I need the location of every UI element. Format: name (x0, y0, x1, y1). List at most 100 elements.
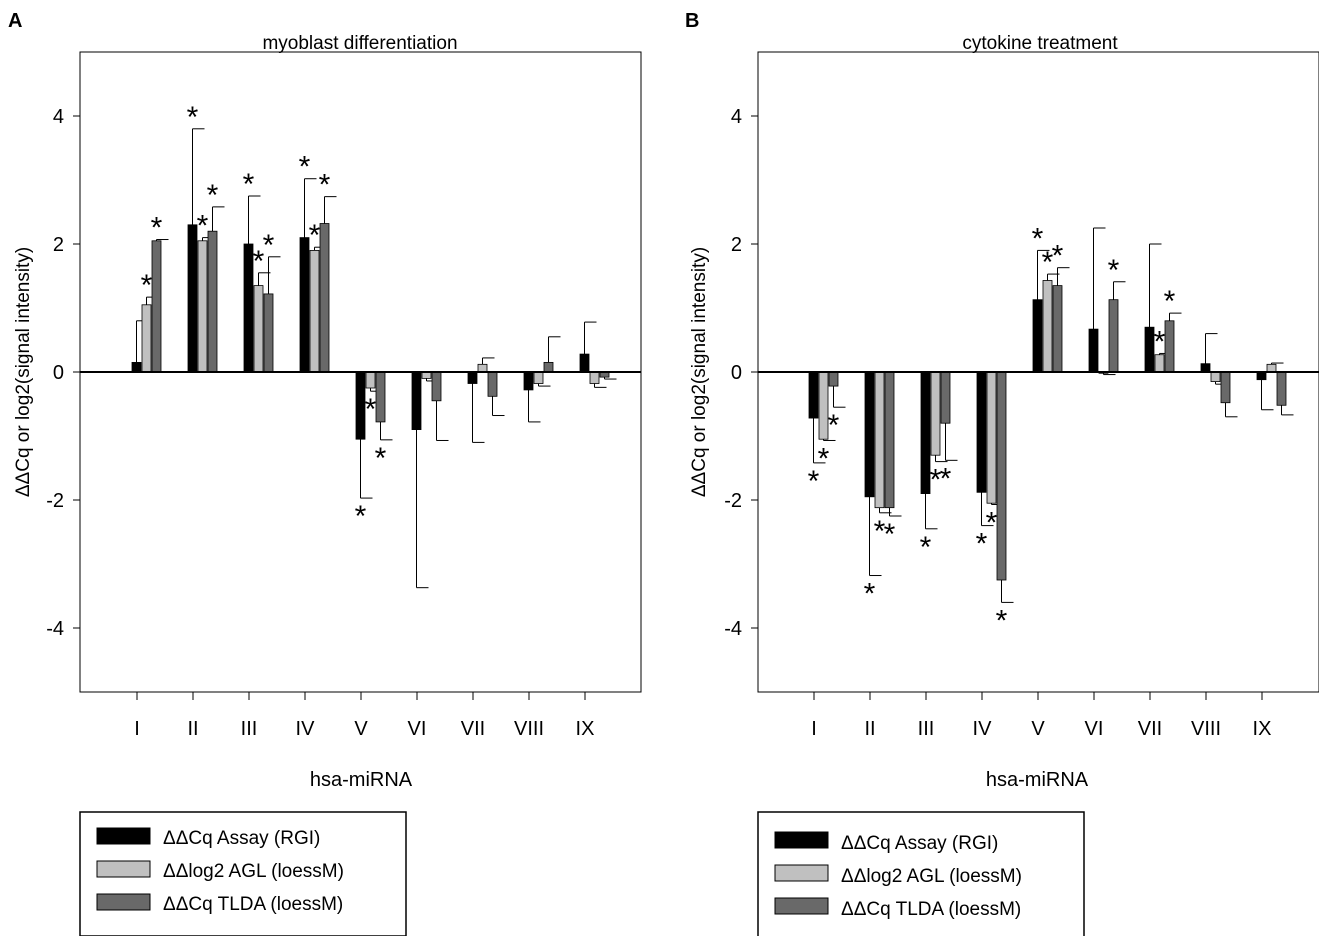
bar-assay (467, 371, 478, 384)
legend-swatch-tlda (96, 893, 151, 911)
x-tick-label: V (1031, 718, 1045, 740)
bar-tlda (940, 371, 951, 424)
x-axis: I II III IV V VI VII VIII IX (811, 692, 1271, 740)
bar-assay (1200, 363, 1211, 373)
bars: ***** ********* (131, 101, 617, 589)
x-tick-label: VIII (514, 718, 544, 740)
legend-label: ΔΔCq TLDA (loessM) (841, 899, 1021, 920)
bar-tlda (1164, 320, 1175, 373)
bar-agl (533, 371, 544, 384)
bar-assay (523, 371, 534, 391)
bar-tlda (207, 230, 218, 373)
bar-agl (589, 371, 600, 384)
significance-marker: * (976, 528, 988, 561)
y-axis-label: ΔΔCq or log2(signal intensity) (689, 247, 710, 497)
bar-tlda (1052, 285, 1063, 373)
significance-marker: * (207, 179, 219, 212)
x-tick-label: II (187, 718, 198, 740)
significance-marker: * (1052, 240, 1064, 273)
significance-marker: * (365, 393, 377, 426)
panel-a: A myoblast differentiation -4 -2 0 2 4 ΔΔCq … (8, 10, 642, 936)
y-tick-label: -4 (724, 618, 742, 640)
legend-swatch-agl (96, 860, 151, 878)
bar-agl (197, 240, 208, 373)
significance-marker: * (141, 269, 153, 302)
significance-marker: * (818, 442, 830, 475)
significance-marker: * (1154, 325, 1166, 358)
bar-tlda (1220, 371, 1231, 404)
legend: ΔΔCq Assay (RGI) ΔΔlog2 AGL (loessM) ΔΔC… (757, 811, 1085, 936)
bar-agl (1210, 371, 1221, 383)
chart-title: myoblast differentiation (262, 33, 457, 54)
x-tick-label: III (241, 718, 258, 740)
bar-assay (976, 371, 987, 493)
significance-marker: * (1032, 222, 1044, 255)
bar-agl (1042, 280, 1053, 373)
legend: ΔΔCq Assay (RGI) ΔΔlog2 AGL (loessM) ΔΔC… (79, 811, 407, 936)
significance-marker: * (940, 462, 952, 495)
bar-tlda (151, 240, 162, 373)
bar-tlda (375, 371, 386, 423)
legend-label: ΔΔlog2 AGL (loessM) (163, 861, 344, 882)
x-axis: I II III IV V VI VII VIII IX (134, 692, 594, 740)
significance-marker: * (151, 212, 163, 245)
bar-assay (411, 371, 422, 430)
significance-marker: * (263, 229, 275, 262)
x-tick-label: VI (1085, 718, 1104, 740)
bar-tlda (828, 371, 839, 387)
x-axis-label: hsa-miRNA (986, 769, 1089, 791)
bar-agl (365, 371, 376, 389)
panel-letter: B (685, 10, 699, 32)
bar-agl (874, 371, 885, 509)
bar-tlda (884, 371, 895, 509)
x-tick-label: IX (1253, 718, 1272, 740)
bar-agl (141, 304, 152, 373)
bar-agl (818, 371, 829, 440)
legend-label: ΔΔCq Assay (RGI) (163, 828, 320, 849)
y-tick-label: -2 (46, 490, 64, 512)
significance-marker: * (808, 465, 820, 498)
bar-assay (299, 237, 310, 373)
bar-agl (309, 249, 320, 373)
bars: ****** ********* *** (808, 222, 1294, 637)
legend-box (79, 811, 407, 936)
panel-b: B cytokine treatment -4 -2 0 2 4 ΔΔCq or log… (685, 10, 1319, 936)
x-tick-label: VII (461, 718, 485, 740)
bar-assay (1032, 299, 1043, 373)
bar-assay (243, 243, 254, 373)
x-tick-label: I (134, 718, 140, 740)
bar-assay (187, 224, 198, 373)
significance-marker: * (986, 506, 998, 539)
x-tick-label: IV (973, 718, 993, 740)
x-tick-label: VIII (1191, 718, 1221, 740)
y-axis-label: ΔΔCq or log2(signal intensity) (13, 247, 34, 497)
chart-title: cytokine treatment (962, 33, 1118, 54)
legend-label: ΔΔCq Assay (RGI) (841, 833, 998, 854)
legend-label: ΔΔCq TLDA (loessM) (163, 894, 343, 915)
bar-assay (1256, 371, 1267, 381)
y-tick-label: -4 (46, 618, 64, 640)
y-tick-label: 0 (731, 362, 742, 384)
legend-swatch-agl (774, 864, 829, 882)
x-tick-label: I (811, 718, 817, 740)
legend-swatch-assay (96, 827, 151, 845)
bar-assay (355, 371, 366, 440)
y-tick-label: 2 (731, 234, 742, 256)
significance-marker: * (243, 168, 255, 201)
significance-marker: * (1164, 285, 1176, 318)
bar-tlda (263, 293, 274, 373)
significance-marker: * (319, 169, 331, 202)
significance-marker: * (299, 151, 311, 184)
legend-box (757, 811, 1085, 936)
bar-agl (930, 371, 941, 456)
bar-agl (1266, 363, 1277, 373)
y-tick-label: 0 (53, 362, 64, 384)
x-tick-label: VI (408, 718, 427, 740)
x-tick-label: IV (296, 718, 316, 740)
significance-marker: * (828, 409, 840, 442)
significance-marker: * (920, 531, 932, 564)
y-tick-label: 2 (53, 234, 64, 256)
bar-tlda (319, 223, 330, 373)
bar-assay (920, 371, 931, 494)
bar-tlda (431, 371, 442, 402)
